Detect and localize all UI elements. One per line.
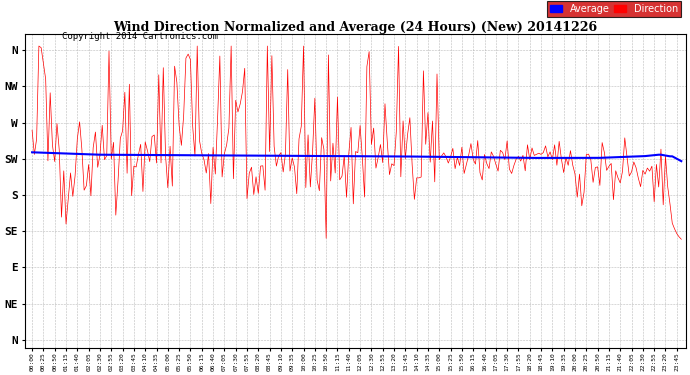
Title: Wind Direction Normalized and Average (24 Hours) (New) 20141226: Wind Direction Normalized and Average (2… <box>114 21 598 34</box>
Legend: Average, Direction: Average, Direction <box>547 1 681 17</box>
Text: Copyright 2014 Cartronics.com: Copyright 2014 Cartronics.com <box>62 32 218 41</box>
